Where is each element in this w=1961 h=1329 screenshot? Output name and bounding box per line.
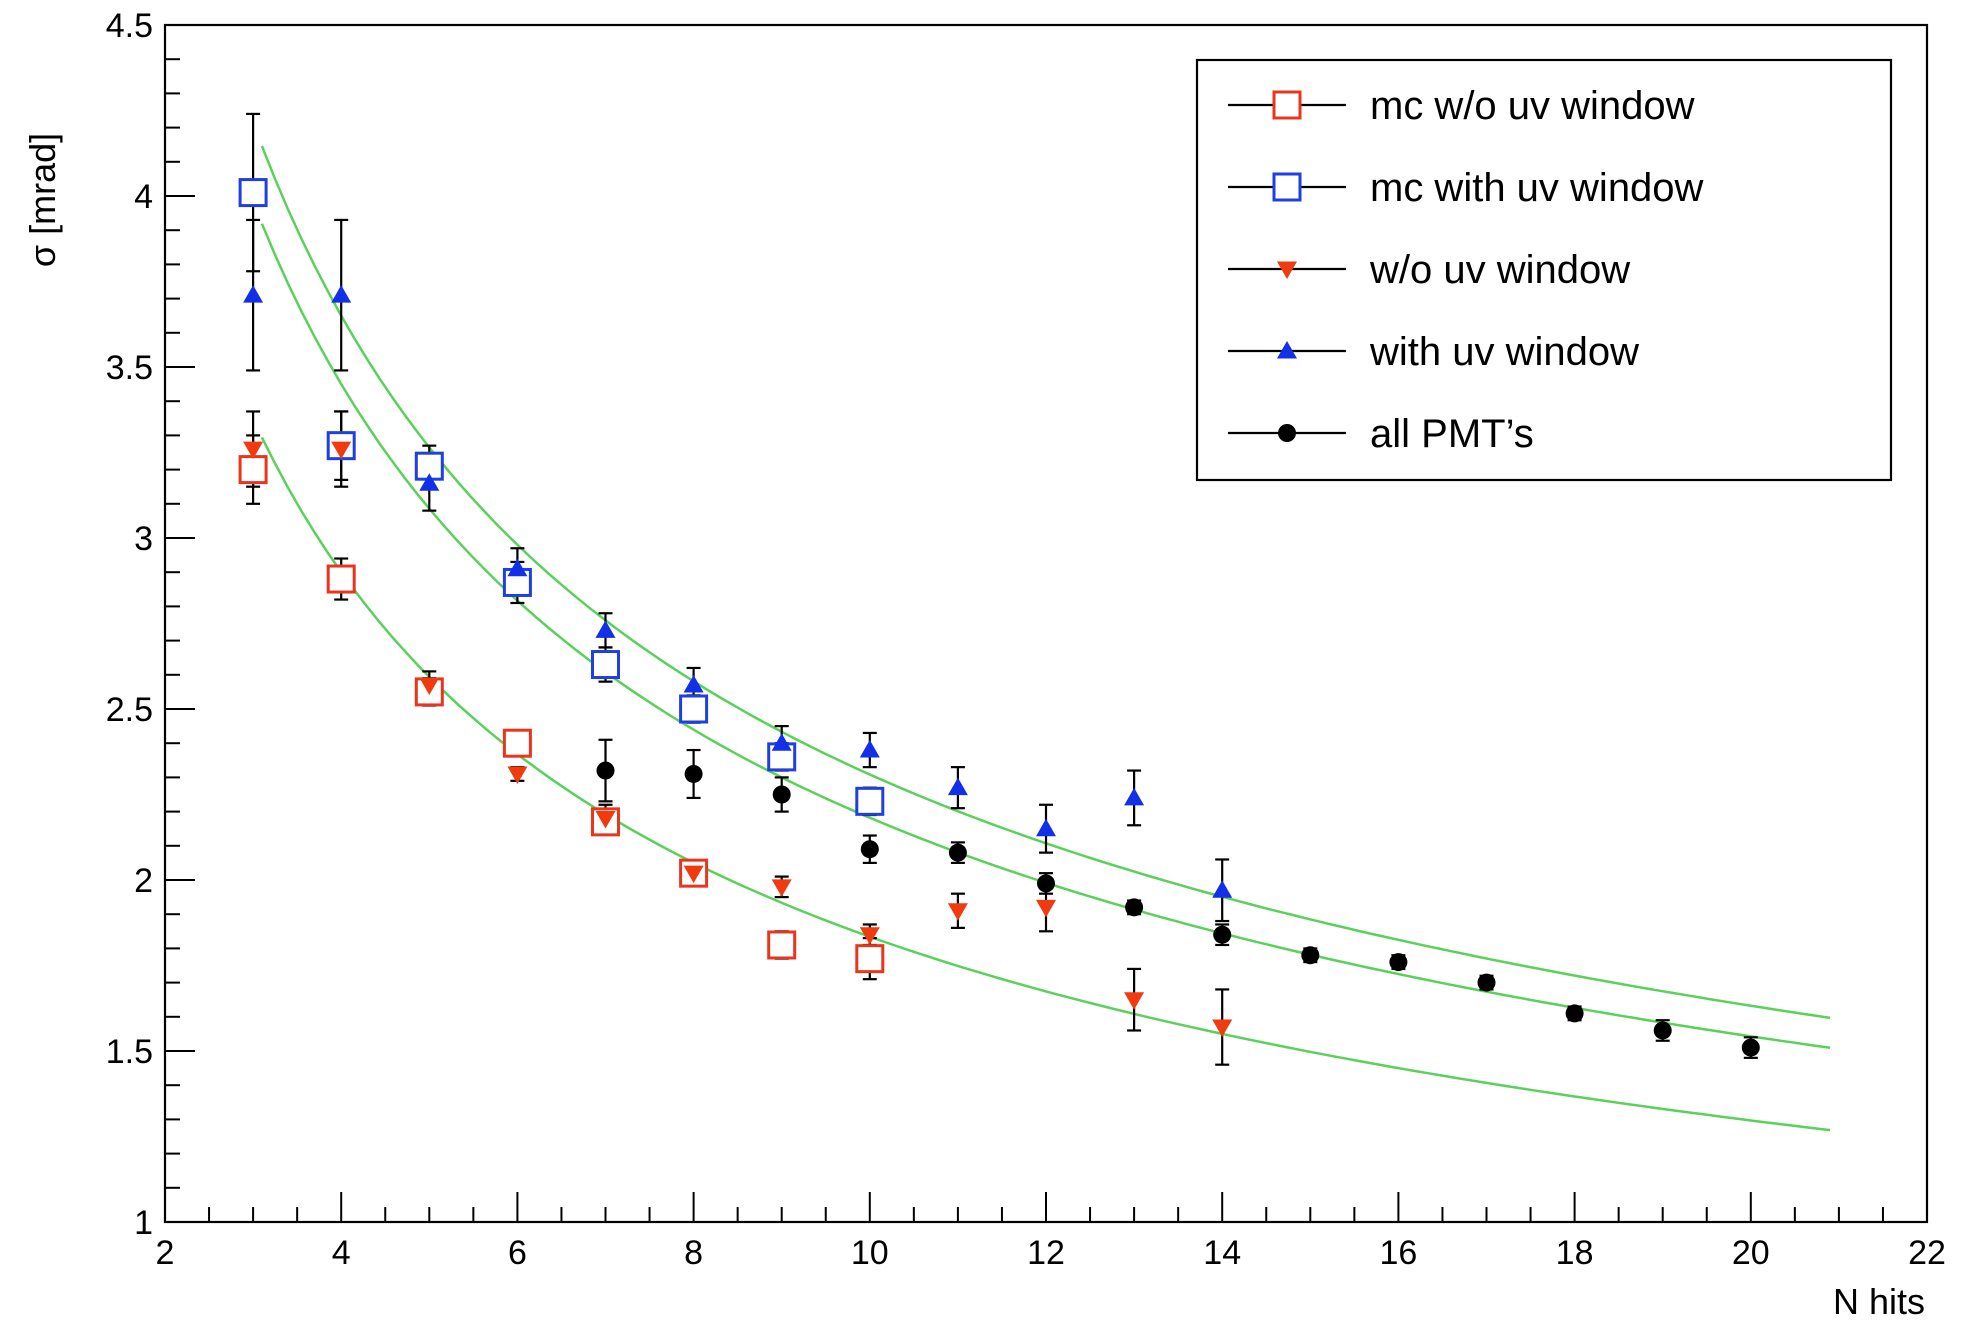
data-point-s2-p2 <box>419 677 440 696</box>
data-point-s0-p7 <box>855 944 885 974</box>
data-point-s2-p11 <box>1212 1019 1233 1038</box>
data-point-s4-p13 <box>1741 1038 1760 1057</box>
data-point-s4-p12 <box>1653 1021 1672 1040</box>
legend-label-1: mc w/o uv window <box>1370 84 1695 128</box>
data-point-s0-p1 <box>326 564 356 594</box>
y-tick-label: 4.5 <box>106 7 153 45</box>
legend-label-4: with uv window <box>1369 330 1639 374</box>
x-tick-label: 18 <box>1556 1234 1594 1272</box>
data-point-s4-p3 <box>860 840 879 859</box>
legend-label-5: all PMT’s <box>1370 412 1534 456</box>
data-point-s3-p4 <box>595 620 616 638</box>
x-tick-label: 2 <box>156 1234 175 1272</box>
data-point-s4-p9 <box>1389 953 1408 972</box>
data-point-s3-p8 <box>947 777 968 796</box>
data-point-s4-p5 <box>1037 874 1055 893</box>
data-point-s4-p11 <box>1565 1004 1584 1023</box>
y-tick-label: 3.5 <box>106 349 153 387</box>
data-point-s2-p9 <box>1036 899 1056 918</box>
y-tick-label: 2.5 <box>106 691 153 729</box>
data-point-s3-p9 <box>1036 818 1056 837</box>
data-point-s2-p7 <box>859 927 880 945</box>
legend-marker-5 <box>1278 424 1296 442</box>
y-tick-label: 3 <box>134 520 153 558</box>
data-point-s4-p4 <box>948 843 967 862</box>
axis-ticks <box>164 24 1928 1223</box>
data-point-s1-p4 <box>591 650 620 680</box>
data-point-s4-p10 <box>1477 973 1496 992</box>
y-axis-title: σ [mrad] <box>22 133 63 267</box>
y-tick-label: 2 <box>134 862 153 900</box>
x-tick-label: 10 <box>851 1234 889 1272</box>
data-point-s3-p6 <box>771 733 792 751</box>
data-point-s1-p5 <box>679 694 709 724</box>
data-point-s2-p1 <box>331 441 352 460</box>
data-point-s3-p7 <box>859 740 880 758</box>
data-point-s4-p7 <box>1213 925 1232 944</box>
fit-curve-3 <box>260 436 1831 1132</box>
data-point-s1-p0 <box>238 178 268 208</box>
data-point-s4-p6 <box>1125 898 1144 917</box>
data-point-s2-p8 <box>947 903 968 921</box>
x-tick-label: 12 <box>1027 1234 1065 1272</box>
legend-marker-2 <box>1272 172 1302 202</box>
data-point-s2-p6 <box>771 879 792 897</box>
data-point-s2-p5 <box>683 865 704 884</box>
data-point-s2-p10 <box>1124 992 1145 1010</box>
legend-marker-3 <box>1277 261 1297 279</box>
y-tick-label: 1.5 <box>106 1033 153 1071</box>
data-point-s1-p7 <box>855 786 885 816</box>
x-tick-label: 22 <box>1908 1234 1946 1272</box>
data-point-s0-p0 <box>238 455 268 485</box>
data-point-s3-p1 <box>331 285 352 303</box>
data-point-s2-p0 <box>243 441 264 460</box>
data-point-s0-p6 <box>767 930 797 960</box>
data-point-s3-p3 <box>507 558 528 577</box>
x-tick-label: 8 <box>684 1234 703 1272</box>
legend-marker-1 <box>1272 90 1302 120</box>
data-point-s2-p3 <box>507 766 528 784</box>
x-tick-label: 4 <box>332 1234 351 1272</box>
data-point-s2-p4 <box>595 810 616 829</box>
tick-labels: 2 4 6 8 10 12 14 16 18 20 22 1 1.5 2 2.5 3 3.5 4 4.5 <box>106 7 1946 1272</box>
x-axis-title: N hits <box>1833 1281 1925 1322</box>
x-tick-label: 16 <box>1379 1234 1417 1272</box>
x-tick-label: 6 <box>508 1234 527 1272</box>
legend-label-2: mc with uv window <box>1370 166 1704 210</box>
data-point-s4-p8 <box>1301 946 1320 965</box>
x-tick-label: 20 <box>1732 1234 1770 1272</box>
data-markers <box>238 178 1760 1057</box>
data-point-s4-p2 <box>772 785 791 804</box>
x-tick-label: 14 <box>1203 1234 1241 1272</box>
legend-marker-4 <box>1277 341 1297 359</box>
data-point-s4-p1 <box>684 764 703 783</box>
y-tick-label: 4 <box>134 178 153 216</box>
legend-label-3: w/o uv window <box>1369 248 1630 292</box>
data-point-s3-p5 <box>683 675 704 693</box>
data-point-s3-p10 <box>1124 787 1145 806</box>
data-point-s4-p0 <box>596 761 615 780</box>
legend: mc w/o uv window mc with uv window w/o uv … <box>1195 58 1893 482</box>
data-point-s3-p0 <box>243 285 264 303</box>
y-tick-label: 1 <box>134 1204 153 1242</box>
data-point-s0-p3 <box>502 728 532 758</box>
data-point-s3-p11 <box>1212 880 1233 898</box>
data-point-s3-p2 <box>419 473 440 491</box>
